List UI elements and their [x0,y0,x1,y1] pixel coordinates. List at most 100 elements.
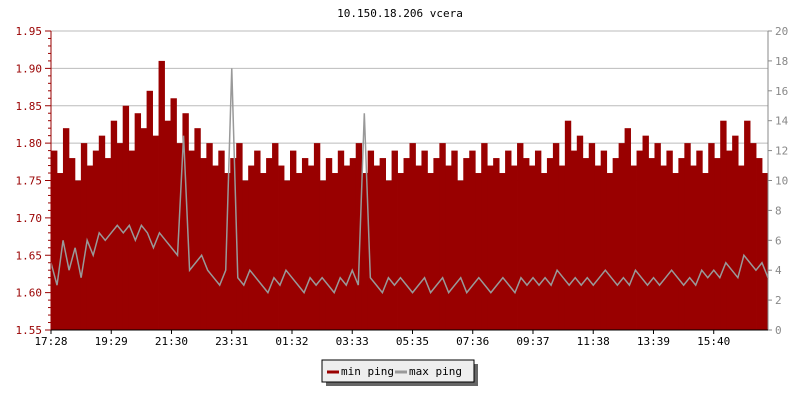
left-tick-label: 1.55 [16,324,43,337]
min-ping-bar [439,143,446,330]
min-ping-bar [164,120,171,330]
right-tick-label: 0 [775,324,782,337]
legend: min ping max ping [321,359,478,386]
min-ping-bar [349,158,357,330]
min-ping-bar [720,120,727,330]
min-ping-bar [319,180,327,330]
min-ping-bar [642,135,649,330]
min-ping-bar [182,113,189,330]
min-ping-bar [564,120,572,330]
min-ping-bar [672,173,679,330]
min-ping-bar [756,158,763,330]
min-ping-bar [630,165,637,330]
min-ping-bar [427,173,434,330]
max-ping-line [50,68,769,295]
min-ping-bar [194,128,201,330]
min-ping-bar [307,165,315,330]
min-ping-bar [385,180,392,330]
min-ping-bar [313,143,321,330]
min-ping-bar [636,150,643,330]
min-ping-bar [373,165,381,330]
min-ping-bar [301,158,309,330]
min-ping-bar [146,90,153,330]
x-tick-label: 07:36 [456,335,489,348]
min-ping-bar [558,165,566,330]
right-tick-label: 16 [775,85,788,98]
min-ping-bar [762,173,769,330]
min-ping-bar [152,135,159,330]
min-ping-bar [74,180,82,330]
min-ping-bar [176,143,183,330]
min-ping-bar [511,165,518,330]
min-ping-bar [469,150,476,330]
min-ping-bar [421,150,428,330]
min-ping-bar [481,143,488,330]
min-ping-bar [523,158,530,330]
min-ping-bar [684,143,691,330]
min-ping-bar [128,150,136,330]
min-ping-bar [397,173,404,330]
min-ping-bar [158,60,165,331]
axes: 1.55 1.60 1.65 1.70 1.75 1.80 1.85 1.90 1.95 0 2 4 6… [16,25,789,348]
min-ping-bar [361,173,369,330]
min-ping-bar [104,158,112,330]
right-tick-label: 6 [775,234,782,247]
right-tick-label: 12 [775,145,788,158]
min-ping-bar [278,165,285,330]
min-ping-bar [576,135,584,330]
left-tick-label: 1.70 [16,212,43,225]
min-ping-bar [188,150,195,330]
min-ping-bar [110,120,118,330]
min-ping-bar [212,165,219,330]
min-ping-bar [367,150,375,330]
right-tick-label: 2 [775,294,782,307]
x-tick-label: 15:40 [697,335,730,348]
min-ping-bar [517,143,524,330]
min-ping-bar [618,143,625,330]
min-ping-bar [266,158,273,330]
min-ping-bar [624,128,631,330]
min-ping-bar [116,143,124,330]
min-ping-bar [343,165,351,330]
min-ping-bar [98,135,106,330]
min-ping-bar [355,143,363,330]
min-ping-bar [666,150,673,330]
min-ping-bar [594,165,602,330]
min-ping-bar [552,143,560,330]
min-ping-bar [678,158,685,330]
min-ping-bar [56,173,64,330]
min-ping-bar [403,158,410,330]
min-ping-bar [588,143,596,330]
min-ping-bar [654,143,661,330]
min-ping-bar [445,165,452,330]
min-ping-bar [337,150,345,330]
min-ping-bar [648,158,655,330]
min-ping-bar [708,143,715,330]
min-ping-bar [732,135,739,330]
min-ping-bar [230,158,237,330]
min-ping-bar [534,150,542,330]
min-ping-bar [606,173,614,330]
min-ping-bar [206,143,213,330]
right-tick-label: 8 [775,204,782,217]
left-tick-label: 1.85 [16,100,43,113]
min-ping-bar [51,150,58,330]
right-tick-label: 14 [775,115,789,128]
min-ping-bar [546,158,554,330]
min-ping-bar [582,158,590,330]
min-ping-bar [612,158,620,330]
min-ping-bar [134,113,142,330]
left-tick-label: 1.80 [16,137,43,150]
min-ping-bar [224,173,231,330]
min-ping-bar [487,165,494,330]
min-ping-bar [200,158,207,330]
x-tick-label: 17:28 [34,335,67,348]
min-ping-bar [451,150,458,330]
min-ping-bar [295,173,303,330]
x-tick-label: 03:33 [336,335,369,348]
min-ping-bar [325,158,333,330]
min-ping-bar [696,150,703,330]
right-tick-label: 20 [775,25,788,38]
right-tick-label: 18 [775,55,788,68]
